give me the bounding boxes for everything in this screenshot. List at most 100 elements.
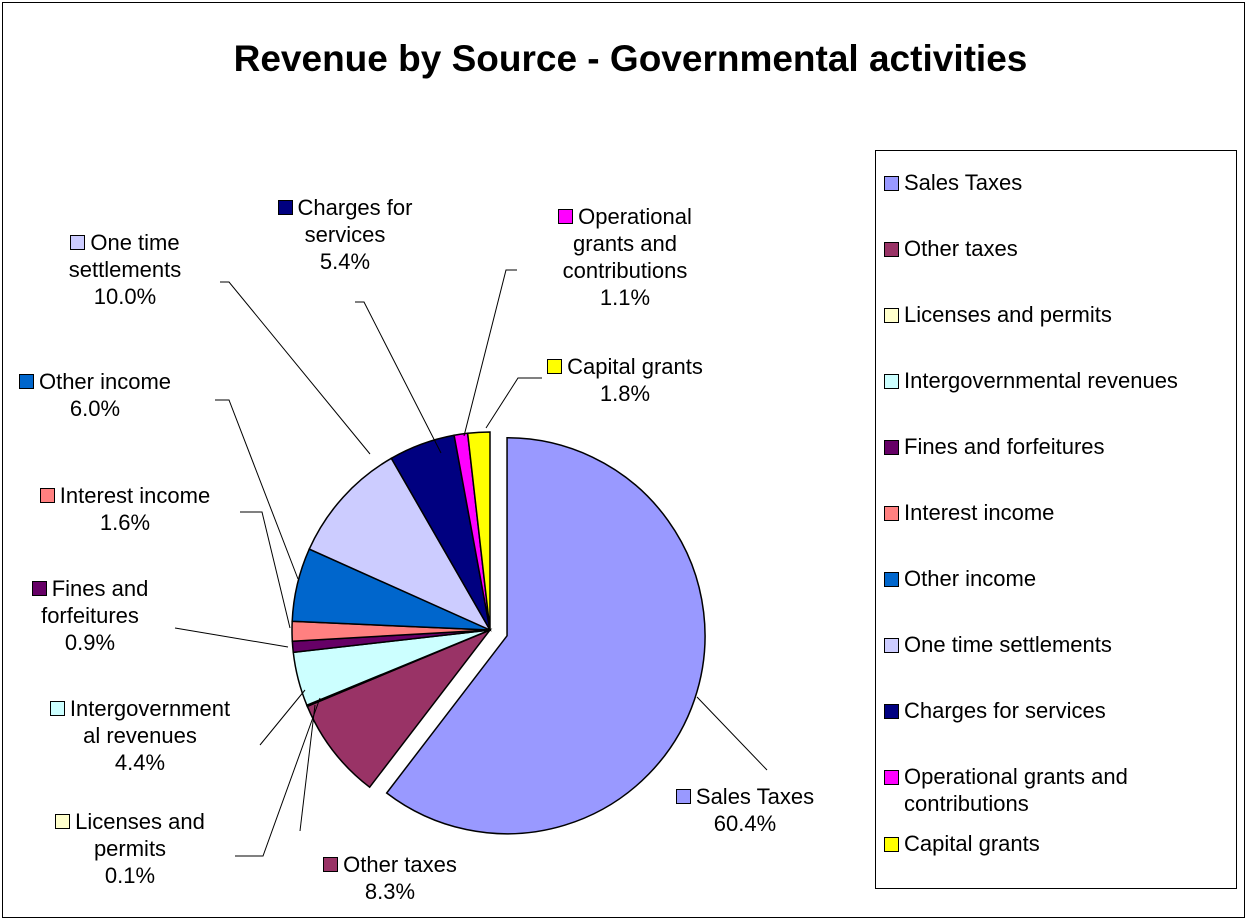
leader-line-intergovernmental-revenues bbox=[259, 689, 306, 746]
data-label-interest-income: Interest income 1.6% bbox=[10, 482, 240, 536]
data-label-intergovernmental-revenues: Intergovernment al revenues 4.4% bbox=[10, 695, 270, 776]
label-text: One time bbox=[90, 230, 180, 255]
legend-item-capital-grants: Capital grants bbox=[884, 830, 1234, 857]
leader-line-capital-grants bbox=[485, 377, 542, 429]
label-text: Other taxes bbox=[343, 852, 457, 877]
label-value: 6.0% bbox=[69, 396, 121, 421]
legend-swatch bbox=[884, 572, 899, 587]
label-swatch bbox=[323, 857, 339, 872]
legend-swatch bbox=[884, 638, 899, 653]
legend-label: Other income bbox=[904, 566, 1037, 591]
label-text: forfeitures bbox=[41, 603, 139, 628]
label-text: grants and bbox=[573, 231, 677, 256]
legend-swatch bbox=[884, 704, 899, 719]
data-label-capital-grants: Capital grants 1.8% bbox=[505, 353, 745, 407]
legend-item-operational-grants-and-contributions: Operational grants and contributions bbox=[884, 763, 1234, 817]
legend-swatch bbox=[884, 374, 899, 389]
label-value: 0.1% bbox=[104, 863, 156, 888]
legend-label: Other taxes bbox=[904, 236, 1018, 261]
label-text: Capital grants bbox=[567, 354, 703, 379]
data-label-operational-grants-and-contributions: Operational grants and contributions 1.1% bbox=[530, 203, 720, 311]
label-value: 10.0% bbox=[93, 284, 157, 309]
label-swatch bbox=[39, 488, 55, 503]
label-swatch bbox=[55, 814, 71, 829]
legend-label: Interest income bbox=[904, 500, 1055, 525]
legend-item-other-taxes: Other taxes bbox=[884, 235, 1234, 262]
legend-item-interest-income: Interest income bbox=[884, 499, 1234, 526]
label-text: Operational bbox=[578, 204, 692, 229]
label-text: permits bbox=[93, 836, 167, 861]
legend-swatch bbox=[884, 308, 899, 323]
leader-line-licenses-and-permits bbox=[235, 697, 321, 857]
label-value: 5.4% bbox=[319, 249, 371, 274]
leader-line-charges-for-services bbox=[355, 301, 442, 454]
label-value: 1.6% bbox=[99, 510, 151, 535]
label-text: Intergovernment bbox=[69, 696, 231, 721]
pie-slice-sales-taxes bbox=[385, 437, 706, 835]
label-text: Sales Taxes bbox=[695, 784, 815, 809]
leader-line-sales-taxes bbox=[696, 696, 768, 771]
leader-line-interest-income bbox=[240, 511, 291, 629]
chart-title: Revenue by Source - Governmental activit… bbox=[233, 38, 1028, 79]
label-swatch bbox=[31, 581, 47, 596]
data-label-charges-for-services: Charges for services 5.4% bbox=[255, 194, 435, 275]
label-swatch bbox=[277, 200, 293, 215]
legend-item-charges-for-services: Charges for services bbox=[884, 697, 1234, 724]
legend-label: Fines and forfeitures bbox=[904, 434, 1105, 459]
legend-label: Intergovernmental revenues bbox=[904, 368, 1178, 393]
legend-item-other-income: Other income bbox=[884, 565, 1234, 592]
label-value: 4.4% bbox=[114, 750, 166, 775]
leader-line-other-taxes bbox=[299, 704, 316, 832]
label-swatch bbox=[18, 374, 34, 389]
legend-swatch bbox=[884, 837, 899, 852]
data-label-other-taxes: Other taxes 8.3% bbox=[295, 851, 485, 905]
label-text: Charges for bbox=[297, 195, 413, 220]
label-value: 1.1% bbox=[599, 285, 651, 310]
legend-item-one-time-settlements: One time settlements bbox=[884, 631, 1234, 658]
pie-slice-other-taxes bbox=[306, 628, 493, 789]
data-label-fines-and-forfeitures: Fines and forfeitures 0.9% bbox=[5, 575, 175, 656]
label-swatch bbox=[547, 359, 563, 374]
data-label-one-time-settlements: One time settlements 10.0% bbox=[15, 229, 235, 310]
leader-line-fines-and-forfeitures bbox=[174, 627, 289, 648]
label-value: 8.3% bbox=[364, 879, 416, 904]
label-text: Other income bbox=[38, 369, 172, 394]
legend-swatch bbox=[884, 770, 899, 785]
label-value: 60.4% bbox=[713, 811, 777, 836]
label-text: services bbox=[304, 222, 386, 247]
label-swatch bbox=[70, 235, 86, 250]
legend-swatch bbox=[884, 176, 899, 191]
legend-label: Operational grants and contributions bbox=[904, 764, 1128, 816]
data-label-licenses-and-permits: Licenses and permits 0.1% bbox=[10, 808, 250, 889]
legend-label: Charges for services bbox=[904, 698, 1106, 723]
label-swatch bbox=[49, 701, 65, 716]
legend-swatch bbox=[884, 440, 899, 455]
label-value: 0.9% bbox=[64, 630, 116, 655]
legend-label: Licenses and permits bbox=[904, 302, 1112, 327]
label-swatch bbox=[558, 209, 574, 224]
pie-slice-capital-grants bbox=[466, 431, 491, 631]
label-value: 1.8% bbox=[599, 381, 651, 406]
legend-item-fines-and-forfeitures: Fines and forfeitures bbox=[884, 433, 1234, 460]
legend-item-intergovernmental-revenues: Intergovernmental revenues bbox=[884, 367, 1234, 394]
label-text: Licenses and bbox=[75, 809, 205, 834]
data-label-other-income: Other income 6.0% bbox=[0, 368, 195, 422]
legend: Sales Taxes Other taxes Licenses and permi… bbox=[875, 150, 1237, 889]
leader-line-one-time-settlements bbox=[220, 281, 371, 455]
legend-label: One time settlements bbox=[904, 632, 1112, 657]
label-text: Fines and bbox=[51, 576, 149, 601]
legend-item-licenses-and-permits: Licenses and permits bbox=[884, 301, 1234, 328]
leader-line-other-income bbox=[215, 399, 299, 580]
data-label-sales-taxes: Sales Taxes 60.4% bbox=[660, 783, 830, 837]
label-text: contributions bbox=[562, 258, 688, 283]
label-text: al revenues bbox=[83, 723, 197, 748]
legend-item-sales-taxes: Sales Taxes bbox=[884, 169, 1234, 196]
label-text: Interest income bbox=[59, 483, 211, 508]
legend-label: Capital grants bbox=[904, 831, 1040, 856]
leader-line-operational-grants-and-contributions bbox=[463, 269, 517, 437]
legend-label: Sales Taxes bbox=[904, 170, 1023, 195]
legend-swatch bbox=[884, 506, 899, 521]
label-text: settlements bbox=[68, 257, 182, 282]
legend-swatch bbox=[884, 242, 899, 257]
